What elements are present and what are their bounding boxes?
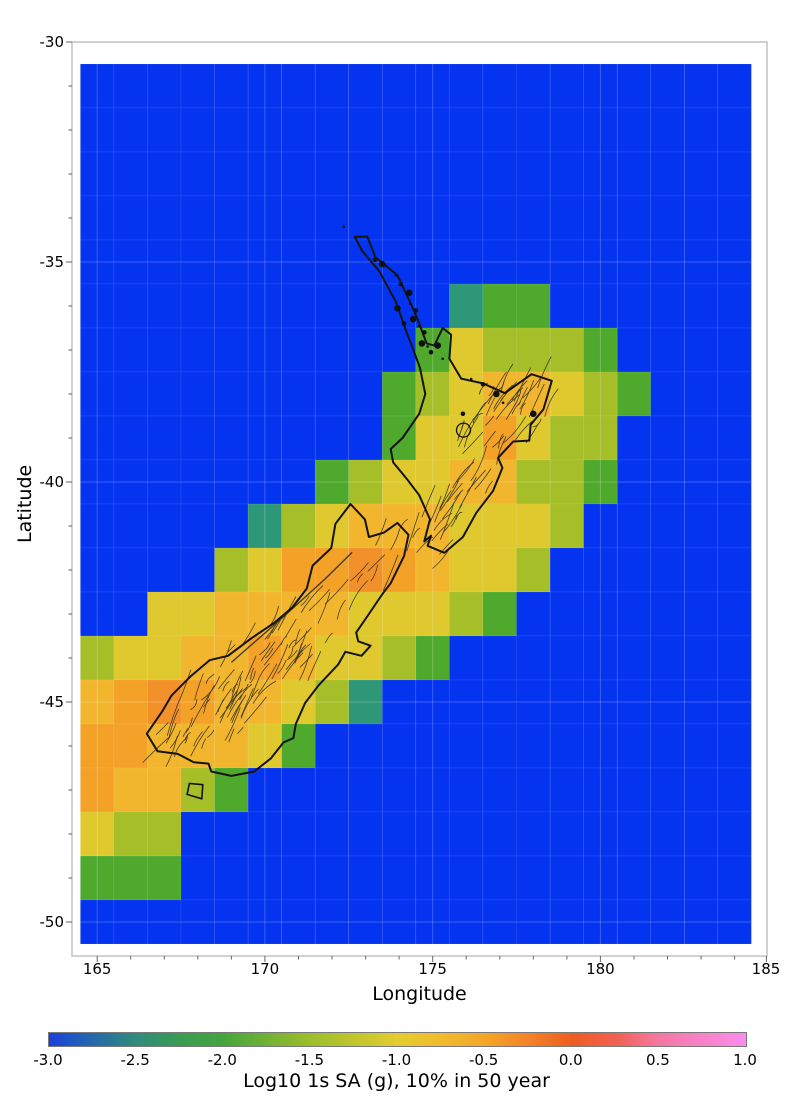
x-tick-label: 185 xyxy=(751,960,781,978)
heatmap-cells xyxy=(80,63,752,945)
colorbar-tick-label: -0.5 xyxy=(468,1051,499,1069)
colorbar-tick-label: -1.5 xyxy=(294,1051,325,1069)
x-tick-label: 165 xyxy=(82,960,112,978)
colorbar-tick-label: -2.0 xyxy=(207,1051,237,1069)
colorbar-tick-label: -1.0 xyxy=(381,1051,412,1069)
x-axis-title: Longitude xyxy=(372,983,467,1005)
colorbar-tick-label: 1.0 xyxy=(733,1051,757,1069)
lake-taupo-outline xyxy=(455,422,472,438)
colorbar-title: Log10 1s SA (g), 10% in 50 year xyxy=(243,1070,550,1092)
y-tick-label: -30 xyxy=(39,33,65,51)
colorbar-tick-label: -3.0 xyxy=(33,1051,63,1069)
y-tick-label: -35 xyxy=(39,253,65,271)
colorbar-tick-label: 0.5 xyxy=(645,1051,670,1069)
plot-frame xyxy=(71,41,768,957)
y-tick-label: -50 xyxy=(39,913,65,931)
fault-lines xyxy=(142,356,559,767)
coastline-south-island xyxy=(145,503,410,777)
y-tick-label: -45 xyxy=(39,693,65,711)
x-tick-label: 180 xyxy=(586,960,615,978)
coastline-stewart-island xyxy=(186,782,204,800)
x-tick-label: 175 xyxy=(418,960,447,978)
colorbar-gradient xyxy=(48,1032,747,1047)
seismicity-dots xyxy=(342,225,537,418)
x-tick-label: 170 xyxy=(250,960,280,978)
coastline-north-island xyxy=(353,235,553,554)
y-axis-title: Latitude xyxy=(14,464,36,543)
y-tick-label: -40 xyxy=(39,473,65,491)
alpine-fault-line xyxy=(230,551,353,663)
colorbar-tick-label: -2.5 xyxy=(120,1051,150,1069)
axis-tick-marks xyxy=(66,41,767,962)
colorbar-tick-label: 0.0 xyxy=(558,1051,583,1069)
